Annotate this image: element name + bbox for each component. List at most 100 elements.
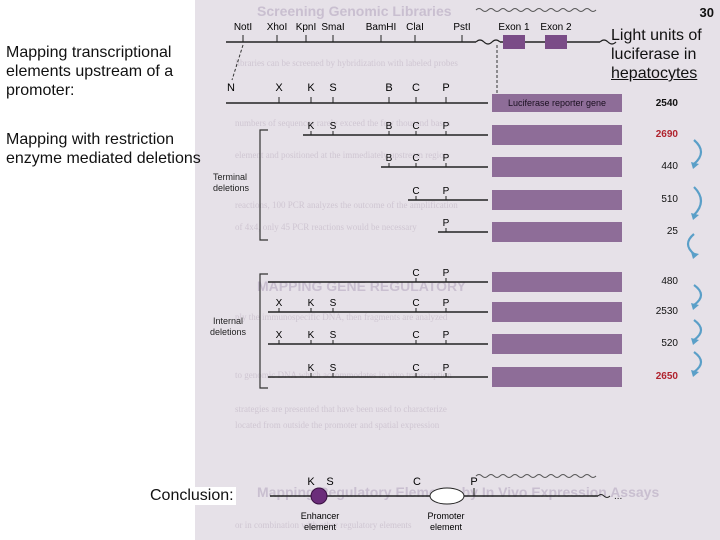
site-label-xhoi: XhoI	[267, 22, 288, 33]
site-letter: K	[308, 121, 315, 132]
luciferase-value: 520	[661, 338, 678, 349]
top-construct-value: 2540	[655, 98, 678, 109]
deletion-constructs: K S B C PB C PC PPC PX K S C PX K S C PK S C P	[268, 121, 622, 387]
luciferase-value: 25	[666, 226, 678, 237]
luciferase-units-label: Light units of luciferase in hepatocytes	[611, 27, 702, 82]
site-letter: K	[308, 363, 315, 374]
internal-label-2: deletions	[210, 327, 247, 337]
comparison-arrows	[686, 139, 703, 373]
arrow-icon	[693, 351, 703, 373]
full-construct-letters: N X K S B C P	[227, 82, 450, 94]
reporter-box	[492, 272, 622, 292]
site-letter: C	[412, 153, 419, 164]
site-letter: S	[330, 121, 337, 132]
conclusion-letter-c: C	[413, 476, 421, 488]
site-label-noti: NotI	[234, 22, 252, 33]
reporter-box	[492, 125, 622, 145]
map-letter-b: B	[385, 82, 392, 94]
terminal-bracket	[259, 129, 268, 241]
reporter-box	[492, 222, 622, 242]
site-label-smai: SmaI	[321, 22, 344, 33]
site-letter: K	[308, 330, 315, 341]
enhancer-label-1: Enhancer	[301, 511, 340, 521]
arrow-icon	[693, 284, 703, 306]
site-letter: P	[443, 268, 450, 279]
exon-1-label: Exon 1	[498, 22, 530, 33]
map-letter-s: S	[329, 82, 336, 94]
exon-2-label: Exon 2	[540, 22, 572, 33]
reporter-gene-label: Luciferase reporter gene	[508, 98, 606, 108]
arrow-icon	[693, 319, 703, 341]
conclusion-label: Conclusion:	[148, 487, 236, 505]
terminal-label-2: deletions	[213, 183, 250, 193]
site-letter: P	[443, 186, 450, 197]
site-letter: P	[443, 218, 450, 229]
site-letter: C	[412, 330, 419, 341]
site-letter: C	[412, 121, 419, 132]
site-letter: P	[443, 121, 450, 132]
internal-bracket	[259, 273, 268, 389]
luciferase-value: 2650	[655, 371, 678, 382]
projection-lines	[231, 44, 498, 95]
svg-text:...: ...	[614, 491, 622, 502]
site-letter: X	[276, 298, 283, 309]
slide-number: 30	[699, 5, 714, 20]
site-label-clai: ClaI	[406, 22, 424, 33]
site-letter: K	[308, 298, 315, 309]
site-letter: S	[330, 363, 337, 374]
enhancer-label-2: element	[304, 522, 337, 532]
arrow-heads	[691, 162, 699, 377]
reporter-box	[492, 302, 622, 322]
conclusion-letter-p: P	[470, 476, 477, 488]
map-letter-n: N	[227, 82, 235, 94]
site-letter: P	[443, 153, 450, 164]
map-letter-k: K	[307, 82, 315, 94]
arrow-icon	[693, 186, 703, 216]
terminal-label-1: Terminal	[213, 172, 247, 182]
site-label-bamhi: BamHI	[366, 22, 397, 33]
site-letter: C	[412, 268, 419, 279]
slide-subtitle: Mapping with restriction enzyme mediated…	[6, 131, 201, 167]
exon-1-box	[503, 35, 525, 49]
map-letter-p: P	[442, 82, 449, 94]
slide-title: Mapping transcriptional elements upstrea…	[6, 44, 174, 99]
luciferase-value: 2530	[655, 306, 678, 317]
construct-row: P	[438, 218, 622, 242]
map-letter-c: C	[412, 82, 420, 94]
site-letter: P	[443, 330, 450, 341]
luciferase-value: 2690	[655, 129, 678, 140]
site-letter: X	[276, 330, 283, 341]
site-letter: C	[412, 363, 419, 374]
site-letter: B	[386, 153, 393, 164]
enhancer-element-icon	[310, 487, 328, 505]
luciferase-value: 440	[661, 161, 678, 172]
exon-2-box	[545, 35, 567, 49]
site-letter: S	[330, 298, 337, 309]
full-construct: Luciferase reporter gene	[226, 94, 622, 112]
site-letter: C	[412, 186, 419, 197]
site-letter: C	[412, 298, 419, 309]
reporter-box	[492, 334, 622, 354]
promoter-label-2: element	[430, 522, 463, 532]
map-letter-x: X	[275, 82, 283, 94]
site-label-kpni: KpnI	[296, 22, 317, 33]
promoter-label-1: Promoter	[427, 511, 464, 521]
luciferase-value: 510	[661, 194, 678, 205]
conclusion-letter-s: S	[326, 476, 333, 488]
site-label-psti: PstI	[453, 22, 470, 33]
restriction-site-labels: NotI XhoI KpnI SmaI BamHI ClaI PstI Exon…	[234, 22, 572, 33]
site-letter: S	[330, 330, 337, 341]
site-letter: P	[443, 298, 450, 309]
conclusion-letter-k: K	[307, 476, 315, 488]
reporter-box-full	[492, 94, 622, 112]
arrow-icon	[693, 139, 703, 165]
